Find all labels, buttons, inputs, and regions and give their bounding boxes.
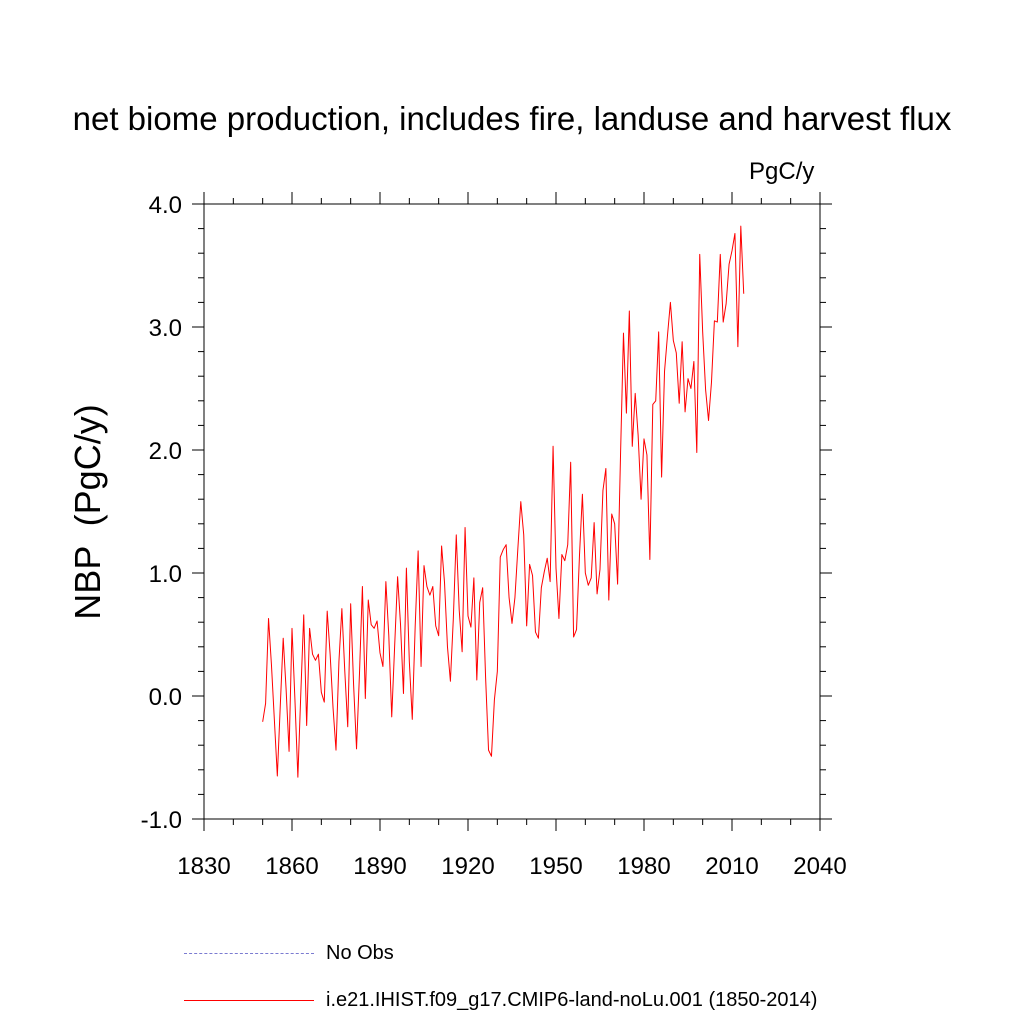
- units-label: PgC/y: [749, 158, 815, 185]
- series-line-model: [262, 225, 745, 778]
- x-tick-label: 1860: [265, 853, 318, 880]
- plot-frame: [203, 203, 821, 820]
- legend-label-model: i.e21.IHIST.f09_g17.CMIP6-land-noLu.001 …: [326, 988, 818, 1011]
- chart-title: net biome production, includes fire, lan…: [72, 100, 952, 137]
- x-tick-label: 2040: [793, 853, 846, 880]
- series-group: [262, 225, 745, 778]
- x-tick-label: 1980: [617, 853, 670, 880]
- y-tick-label: 4.0: [149, 192, 182, 219]
- y-tick-label: 0.0: [149, 684, 182, 711]
- legend-swatch-model: [184, 999, 314, 1001]
- x-tick-label: 1920: [441, 853, 494, 880]
- legend-label-no-obs: No Obs: [326, 941, 394, 964]
- y-tick-label: 3.0: [149, 315, 182, 342]
- y-tick-label: -1.0: [141, 807, 182, 834]
- legend-swatch-no-obs: [184, 952, 314, 954]
- y-tick-label: 2.0: [149, 438, 182, 465]
- axes: 1830 1860 1890 1920 1950 1980 2010 2040 -1.0 0.0 1…: [141, 192, 847, 880]
- x-tick-label: 1890: [353, 853, 406, 880]
- legend-item-model: i.e21.IHIST.f09_g17.CMIP6-land-noLu.001 …: [184, 988, 817, 1012]
- x-tick-label: 2010: [705, 853, 758, 880]
- x-tick-label: 1950: [529, 853, 582, 880]
- y-tick-label: 1.0: [149, 561, 182, 588]
- x-tick-label: 1830: [177, 853, 230, 880]
- legend-item-no-obs: No Obs: [184, 941, 394, 965]
